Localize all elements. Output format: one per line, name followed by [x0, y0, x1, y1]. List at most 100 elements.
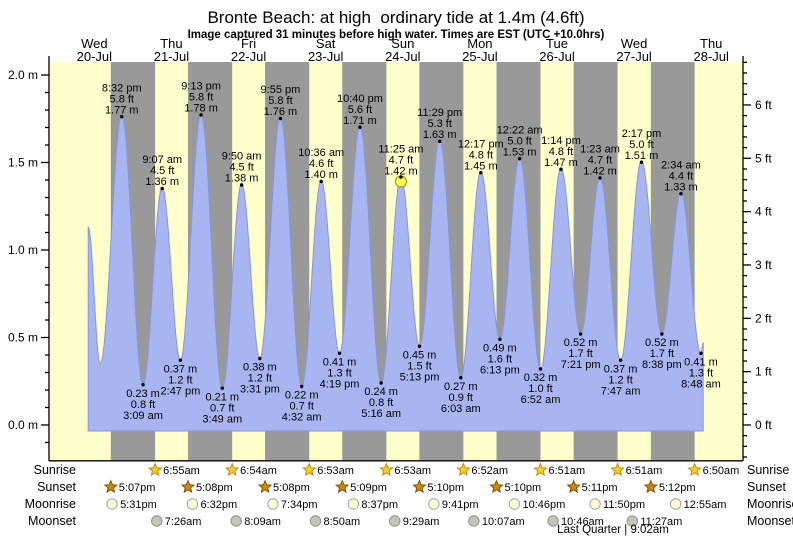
day-date: 22-Jul [231, 49, 267, 64]
tide-low-label: 5:13 pm [400, 371, 440, 383]
tide-high-label: 1.71 m [343, 115, 377, 127]
tide-low-label: 7:47 am [601, 385, 641, 397]
tide-low-label: 0.45 m [403, 349, 437, 361]
moonrise-icon [428, 498, 440, 510]
tide-low-label: 0.52 m [564, 337, 598, 349]
sunrise-star-icon [301, 462, 317, 477]
sunset-time: 5:08pm [196, 482, 233, 494]
sunrise-star-icon [147, 462, 163, 477]
day-date: 23-Jul [308, 49, 344, 64]
tide-event-dot [278, 116, 283, 121]
sunrise-time: 6:52am [471, 465, 508, 477]
moonset-icon [468, 515, 480, 527]
moonrise-time: 9:41pm [442, 499, 479, 511]
day-name: Sun [391, 36, 414, 51]
day-date: 26-Jul [539, 49, 575, 64]
sunrise-time: 6:53am [394, 465, 431, 477]
tide-event-dot [578, 332, 583, 336]
tide-low-label: 0.8 ft [131, 399, 155, 411]
moonset-row-label-left: Moonset [28, 514, 76, 528]
tide-low-label: 0.41 m [323, 356, 357, 368]
tide-high-label: 1.78 m [184, 103, 218, 115]
tide-event-dot [517, 157, 522, 161]
current-time-marker-dot [399, 175, 403, 179]
tide-low-label: 6:13 pm [480, 364, 520, 376]
moonrise-icon [669, 498, 682, 510]
moonset-time: 9:29am [403, 516, 440, 528]
moonset-icon [626, 515, 639, 527]
left-axis-tick-label: 0.0 m [8, 418, 38, 432]
tide-high-label: 9:13 pm [181, 81, 221, 93]
tide-high-label: 1.38 m [225, 173, 259, 185]
tide-low-label: 1.3 ft [689, 367, 713, 379]
day-date: 21-Jul [154, 49, 190, 64]
moonrise-time: 7:34pm [281, 499, 318, 511]
tide-event-dot [498, 337, 502, 341]
tide-low-label: 7:21 pm [561, 359, 601, 371]
left-axis-tick-label: 1.0 m [8, 243, 38, 257]
sunset-star-icon [643, 479, 659, 494]
sunset-time: 5:09pm [350, 482, 387, 494]
tide-event-dot [337, 351, 342, 355]
moonset-icon [309, 515, 322, 527]
tide-high-label: 1.53 m [503, 146, 537, 158]
tide-high-label: 1:23 am [580, 144, 620, 156]
sunrise-time: 6:51am [548, 465, 585, 477]
tide-high-label: 5.0 ft [629, 139, 653, 151]
moonset-time: 10:07am [482, 516, 525, 528]
tide-low-label: 0.52 m [645, 337, 679, 349]
moonrise-icon [347, 498, 360, 510]
moonrise-time: 11:50pm [603, 499, 645, 511]
tide-high-label: 1.47 m [544, 157, 578, 169]
tide-low-label: 1.2 ft [248, 373, 272, 385]
tide-high-label: 9:50 am [222, 151, 262, 163]
day-name: Wed [621, 36, 648, 51]
tide-event-dot [299, 384, 304, 389]
moonset-time: 7:26am [165, 516, 202, 528]
axes: 0.0 m 0.5 m 1.0 m 1.5 m 2.0 m 0 ft 1 ft 2 ft 3 f… [8, 56, 772, 462]
moonrise-time: 12:55am [684, 499, 727, 511]
moonrise-time: 8:37pm [361, 499, 398, 511]
left-axis-tick-label: 0.5 m [8, 331, 38, 345]
tide-high-label: 10:36 am [298, 147, 344, 159]
tide-high-label: 1.77 m [105, 104, 139, 116]
moonrise-icon [106, 498, 118, 510]
day-date: 25-Jul [462, 49, 498, 64]
tide-low-label: 6:03 am [441, 403, 481, 415]
sunset-star-icon [103, 479, 119, 494]
tide-low-label: 1.2 ft [608, 374, 632, 386]
sunset-star-icon [334, 479, 350, 494]
day-date: 24-Jul [385, 49, 421, 64]
tide-low-label: 1.5 ft [407, 360, 431, 372]
tide-high-label: 9:07 am [142, 154, 182, 166]
right-axis-tick-label: 4 ft [755, 205, 772, 219]
day-date: 28-Jul [694, 49, 730, 64]
moonset-icon [151, 515, 163, 527]
moon-phase-label: Last Quarter | 9:02am [557, 524, 669, 536]
moonrise-row-label-right: Moonrise [747, 497, 793, 511]
tide-low-label: 0.37 m [164, 363, 198, 375]
sunrise-star-icon [456, 462, 471, 477]
tide-high-label: 5.0 ft [507, 135, 531, 147]
tide-event-dot [199, 113, 203, 117]
left-axis-tick-label: 2.0 m [8, 68, 38, 82]
tide-high-label: 4.4 ft [669, 170, 693, 182]
tide-low-label: 1.2 ft [168, 374, 192, 386]
tide-low-label: 1.7 ft [568, 348, 592, 360]
page-subtitle: Image captured 31 minutes before high wa… [188, 29, 605, 41]
tide-high-label: 5.3 ft [427, 118, 451, 130]
tide-high-label: 8:32 pm [102, 82, 142, 94]
tide-high-label: 4.8 ft [469, 149, 493, 161]
tide-low-label: 0.22 m [285, 390, 319, 402]
moonset-time: 10:46am [561, 516, 604, 528]
sunset-star-icon [489, 479, 504, 494]
right-axis-tick-label: 2 ft [755, 311, 772, 325]
moonset-time: 8:50am [324, 516, 361, 528]
sunset-star-icon [257, 479, 273, 494]
tide-high-label: 5.8 ft [189, 92, 213, 104]
sunset-row-label-left: Sunset [37, 480, 76, 494]
day-date: 20-Jul [77, 49, 113, 64]
tide-low-label: 1.7 ft [650, 348, 674, 360]
